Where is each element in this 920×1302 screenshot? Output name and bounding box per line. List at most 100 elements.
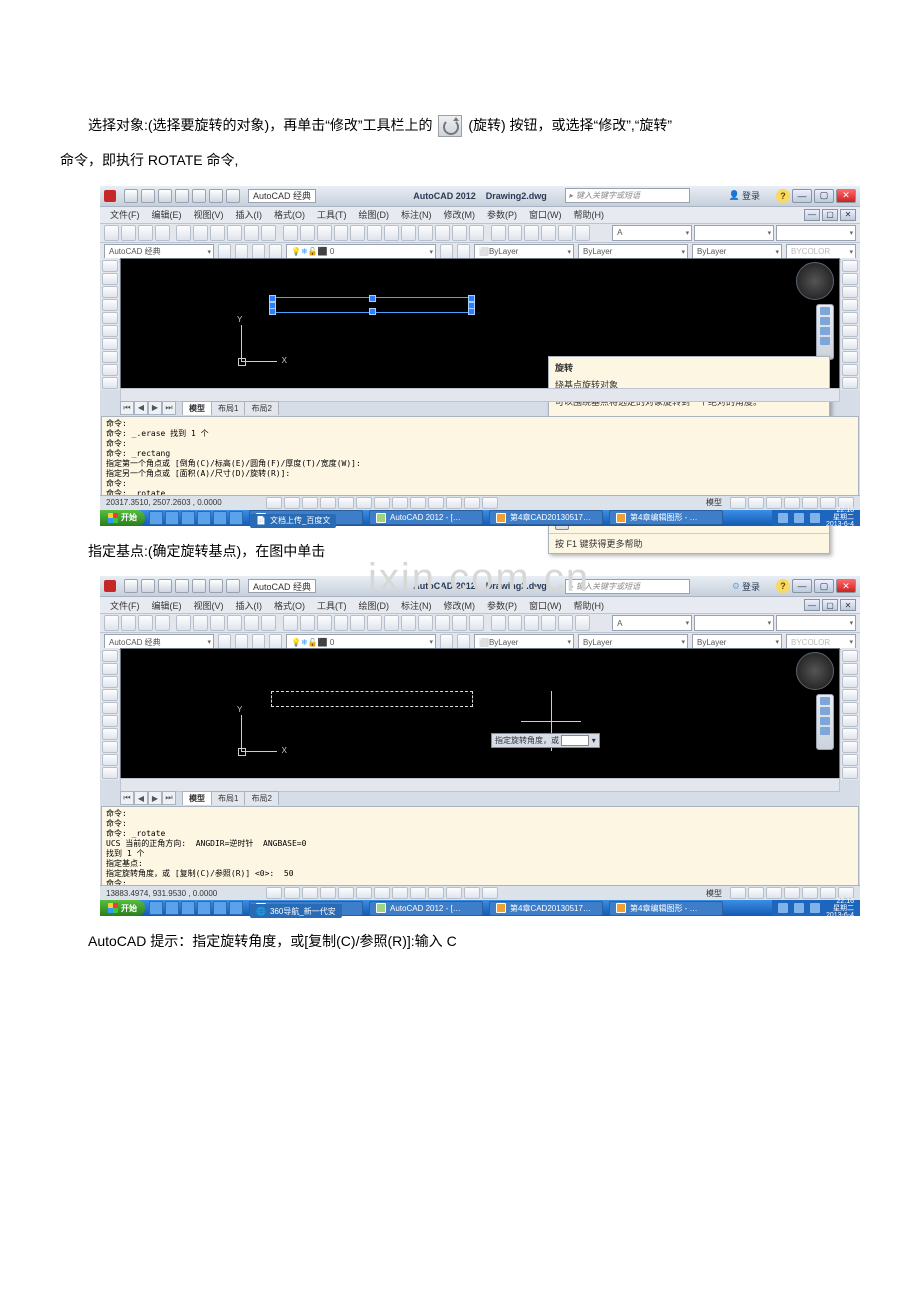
tab-layout2[interactable]: 布局2 xyxy=(244,401,278,415)
modify-toolbar[interactable] xyxy=(841,258,859,390)
workspace-combo[interactable]: AutoCAD 经典 xyxy=(248,579,316,593)
dim-combo[interactable] xyxy=(694,615,774,631)
horizontal-scrollbar[interactable] xyxy=(120,778,840,792)
tooltip-title: 旋转 xyxy=(549,357,829,378)
close-icon[interactable]: ✕ xyxy=(836,579,856,593)
command-log[interactable]: 命令: 命令: 命令: _rotate UCS 当前的正角方向: ANGDIR=… xyxy=(101,806,859,890)
table-combo[interactable] xyxy=(776,225,856,241)
task-doc1[interactable]: 第4章CAD20130517… xyxy=(489,510,603,525)
mdi-window-controls[interactable]: —▢✕ xyxy=(804,599,856,611)
tab-model[interactable]: 模型 xyxy=(182,401,212,415)
menu-format[interactable]: 格式(O) xyxy=(274,208,305,221)
search-input[interactable]: ▸ 键入关键字或短语 xyxy=(565,579,690,594)
menu-view[interactable]: 视图(V) xyxy=(194,208,224,221)
quick-launch[interactable] xyxy=(149,511,243,525)
start-button[interactable]: 开始 xyxy=(100,900,145,916)
start-button[interactable]: 开始 xyxy=(100,510,145,526)
dynamic-input[interactable]: 指定旋转角度，或 ▾ xyxy=(491,733,600,748)
login-button[interactable]: ⚙登录 xyxy=(732,580,760,593)
menu-dim[interactable]: 标注(N) xyxy=(401,208,432,221)
modify-toolbar[interactable] xyxy=(841,648,859,780)
dim-combo[interactable] xyxy=(694,225,774,241)
status-coords: 13883.4974, 931.9530 , 0.0000 xyxy=(106,889,256,898)
mdi-window-controls[interactable]: —▢✕ xyxy=(804,209,856,221)
titlebar: AutoCAD 经典 AutoCAD 2012 Drawing2.dwg ▸ 键… xyxy=(100,576,860,597)
table-combo[interactable] xyxy=(776,615,856,631)
quick-launch[interactable] xyxy=(149,901,243,915)
windows-taskbar[interactable]: 开始 cad AutoCAD 2012 - [… 第4章CAD20130517…… xyxy=(100,510,860,526)
style-combo[interactable]: A xyxy=(612,615,692,631)
system-tray[interactable]: 22:16 星期二 2013-6-4 xyxy=(772,510,860,526)
system-tray[interactable]: 22:16 星期二 2013-6-4 xyxy=(772,900,860,916)
task-doc2[interactable]: 第4章编辑图形 - … xyxy=(609,510,723,525)
search-input[interactable]: ▸ 键入关键字或短语 xyxy=(565,188,690,203)
instruction-3: AutoCAD 提示：指定旋转角度，或[复制(C)/参照(R)]:输入 C xyxy=(60,926,860,957)
instruction-2: 指定基点:(确定旋转基点)，在图中单击 ixin.com.cn xyxy=(60,536,860,567)
task-doc2[interactable]: 第4章编辑图形 - … xyxy=(609,901,723,916)
quick-access-toolbar[interactable] xyxy=(124,189,240,203)
menu-help[interactable]: 帮助(H) xyxy=(574,208,605,221)
style-combo[interactable]: A xyxy=(612,225,692,241)
task-acad[interactable]: AutoCAD 2012 - [… xyxy=(369,510,483,525)
standard-toolbar[interactable]: A xyxy=(100,614,860,633)
menu-modify[interactable]: 修改(M) xyxy=(444,208,476,221)
maximize-icon[interactable]: ▢ xyxy=(814,189,834,203)
status-toggles[interactable] xyxy=(266,497,498,509)
drawing-canvas[interactable]: 指定旋转角度，或 ▾ xyxy=(120,648,840,780)
tray-balloon: 📄文档上传_百度文 xyxy=(250,514,336,528)
instruction-1: 选择对象:(选择要旋转的对象)，再单击“修改”工具栏上的 (旋转) 按钮，或选择… xyxy=(60,110,860,141)
autocad-logo-icon xyxy=(104,190,116,202)
selected-rectangle xyxy=(271,297,473,313)
layout-tabs[interactable]: ⏮◀▶⏭ 模型 布局1 布局2 xyxy=(120,791,278,805)
draw-toolbar[interactable] xyxy=(101,258,119,390)
menubar[interactable]: 文件(F) 编辑(E) 视图(V) 插入(I) 格式(O) 工具(T) 绘图(D… xyxy=(100,597,860,614)
standard-toolbar[interactable]: A xyxy=(100,224,860,243)
windows-taskbar[interactable]: 开始 cad AutoCAD 2012 - [… 第4章CAD20130517…… xyxy=(100,900,860,916)
menu-window[interactable]: 窗口(W) xyxy=(529,208,562,221)
login-button[interactable]: 👤登录 xyxy=(729,189,760,202)
instruction-1b: (旋转) 按钮，或选择“修改”,“旋转” xyxy=(468,117,672,133)
tab-layout1[interactable]: 布局1 xyxy=(211,401,245,415)
windows-logo-icon xyxy=(108,903,118,913)
menu-param[interactable]: 参数(P) xyxy=(487,208,517,221)
instruction-1a: 选择对象:(选择要旋转的对象)，再单击“修改”工具栏上的 xyxy=(88,117,433,133)
rotate-icon xyxy=(438,115,462,137)
window-controls[interactable]: — ▢ ✕ xyxy=(792,189,856,203)
tray-clock: 22:16 星期二 2013-6-4 xyxy=(826,898,854,919)
minimize-icon[interactable]: — xyxy=(792,579,812,593)
task-acad[interactable]: AutoCAD 2012 - [… xyxy=(369,901,483,916)
menu-tools[interactable]: 工具(T) xyxy=(317,208,347,221)
layout-tabs[interactable]: ⏮◀▶⏭ 模型 布局1 布局2 xyxy=(120,401,278,415)
task-doc1[interactable]: 第4章CAD20130517… xyxy=(489,901,603,916)
close-icon[interactable]: ✕ xyxy=(836,189,856,203)
ghost-rectangle xyxy=(271,691,473,707)
menu-file[interactable]: 文件(F) xyxy=(110,208,140,221)
titlebar: AutoCAD 经典 AutoCAD 2012 Drawing2.dwg ▸ 键… xyxy=(100,186,860,207)
minimize-icon[interactable]: — xyxy=(792,189,812,203)
draw-toolbar[interactable] xyxy=(101,648,119,780)
command-log[interactable]: 命令: 命令: _.erase 找到 1 个 命令: 命令: _rectang … xyxy=(101,416,859,500)
menu-draw[interactable]: 绘图(D) xyxy=(359,208,390,221)
app-title: AutoCAD 2012 xyxy=(413,191,476,201)
menubar[interactable]: 文件(F) 编辑(E) 视图(V) 插入(I) 格式(O) 工具(T) 绘图(D… xyxy=(100,207,860,224)
horizontal-scrollbar[interactable] xyxy=(120,388,840,402)
menu-edit[interactable]: 编辑(E) xyxy=(152,208,182,221)
help-icon[interactable]: ? xyxy=(776,579,790,593)
app-title: AutoCAD 2012 xyxy=(413,581,476,591)
autocad-screenshot-2: AutoCAD 经典 AutoCAD 2012 Drawing2.dwg ▸ 键… xyxy=(100,576,860,916)
status-coords: 20317.3510, 2507.2603 , 0.0000 xyxy=(106,498,256,507)
windows-logo-icon xyxy=(108,513,118,523)
navigation-bar[interactable] xyxy=(816,304,834,360)
menu-insert[interactable]: 插入(I) xyxy=(236,208,263,221)
status-toggles[interactable] xyxy=(266,887,498,899)
maximize-icon[interactable]: ▢ xyxy=(814,579,834,593)
quick-access-toolbar[interactable] xyxy=(124,579,240,593)
workspace-combo[interactable]: AutoCAD 经典 xyxy=(248,189,316,203)
window-controls[interactable]: — ▢ ✕ xyxy=(792,579,856,593)
viewcube-icon[interactable] xyxy=(796,262,834,300)
help-icon[interactable]: ? xyxy=(776,189,790,203)
navigation-bar[interactable] xyxy=(816,694,834,750)
file-title: Drawing2.dwg xyxy=(486,581,547,591)
file-title: Drawing2.dwg xyxy=(486,191,547,201)
autocad-screenshot-1: AutoCAD 经典 AutoCAD 2012 Drawing2.dwg ▸ 键… xyxy=(100,186,860,526)
